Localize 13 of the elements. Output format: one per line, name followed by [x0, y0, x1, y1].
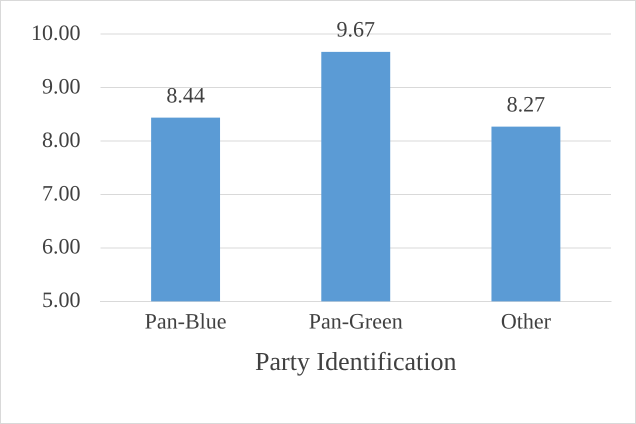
data-label: 8.44: [166, 82, 205, 108]
y-tick-label: 8.00: [42, 126, 80, 152]
data-label: 8.27: [506, 91, 546, 116]
y-tick-label: 10.00: [31, 20, 80, 45]
x-axis-title: Party Identification: [255, 347, 456, 376]
x-tick-label: Pan-Blue: [144, 308, 227, 334]
y-tick-label: 6.00: [42, 234, 80, 259]
y-tick-label: 7.00: [42, 180, 80, 206]
x-tick-label: Other: [500, 308, 552, 334]
y-tick-label: 5.00: [42, 287, 80, 312]
y-tick-label: 9.00: [42, 73, 80, 98]
x-tick-label: Pan-Green: [308, 308, 403, 334]
data-label: 9.67: [336, 16, 375, 42]
